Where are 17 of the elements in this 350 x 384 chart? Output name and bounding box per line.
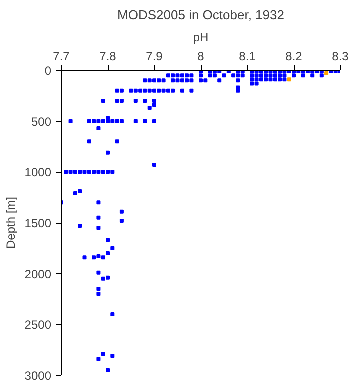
x-tick-label: 7.8 bbox=[100, 50, 117, 64]
x-tick-label: 8.3 bbox=[332, 50, 350, 64]
y-tick-label: 2000 bbox=[24, 267, 52, 282]
chart-title: MODS2005 in October, 1932 bbox=[118, 8, 284, 22]
x-tick-label: 7.7 bbox=[53, 50, 70, 64]
y-tick-label: 2500 bbox=[24, 318, 52, 332]
x-tick-label: 8 bbox=[198, 50, 205, 64]
x-axis-title: pH bbox=[193, 30, 209, 44]
y-tick-label: 1000 bbox=[24, 166, 52, 180]
y-tick-label: 0 bbox=[44, 64, 52, 78]
x-tick-label: 8.1 bbox=[239, 50, 256, 64]
y-tick-label: 1500 bbox=[24, 216, 52, 230]
y-tick-label: 3000 bbox=[24, 369, 52, 383]
x-tick-label: 8.2 bbox=[286, 50, 303, 64]
y-axis-title: Depth [m] bbox=[4, 196, 18, 250]
y-tick-label: 500 bbox=[31, 114, 52, 129]
x-tick-label: 7.9 bbox=[146, 50, 164, 64]
